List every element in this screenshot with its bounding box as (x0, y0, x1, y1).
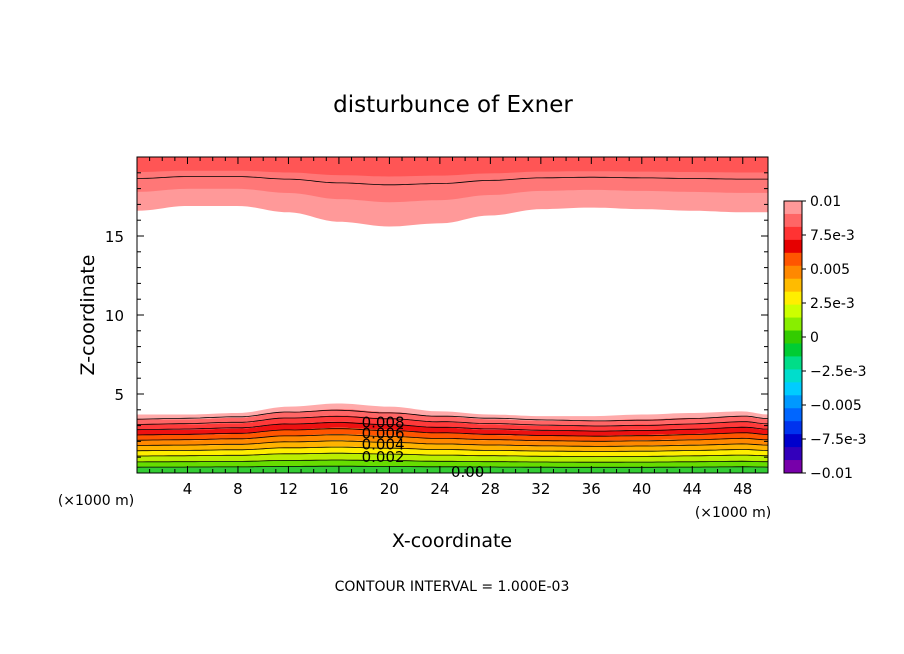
lower-band (137, 459, 768, 468)
x-tick-label: 24 (430, 480, 449, 498)
colorbar: 0.01 7.5e-3 0.005 2.5e-3 0 −2.5e-3 −0.005 −7.5e… (783, 194, 867, 482)
y-axis-label: Z-coordinate (77, 255, 99, 376)
lower-contour-line (136, 446, 769, 452)
lower-contour-line (137, 459, 768, 463)
x-tick-label: 20 (380, 480, 399, 498)
colorbar-swatch (784, 252, 802, 267)
x-tick-label: 40 (632, 480, 651, 498)
contour-label: 0.004 (362, 436, 405, 454)
lower-band (137, 403, 768, 421)
x-tick-label: 8 (233, 480, 243, 498)
x-tick-label: 44 (683, 480, 702, 498)
lower-contour-line (137, 440, 769, 447)
colorbar-swatch (784, 213, 802, 228)
colorbar-swatch (784, 395, 802, 409)
lower-band (137, 434, 768, 447)
colorbar-swatch (784, 330, 802, 344)
colorbar-swatch (784, 382, 802, 396)
colorbar-swatch (784, 226, 802, 241)
upper-band (137, 157, 768, 177)
colorbar-swatch (784, 356, 802, 370)
lower-contour-line (136, 434, 769, 442)
lower-band (137, 421, 768, 436)
colorbar-swatch (784, 239, 802, 254)
contour-label: 0.006 (362, 425, 405, 443)
lower-band (137, 409, 768, 426)
y-tick-label: 15 (105, 228, 124, 246)
lower-contour-line (136, 465, 769, 468)
colorbar-swatch (784, 317, 802, 332)
x-tick-label: 32 (531, 480, 550, 498)
colorbar-label: −0.01 (810, 466, 853, 482)
colorbar-label: 0.005 (810, 262, 850, 278)
colorbar-label: 7.5e-3 (810, 228, 855, 244)
colorbar-swatch (784, 291, 802, 306)
lower-band (137, 440, 768, 452)
colorbar-label: 2.5e-3 (810, 296, 855, 312)
lower-contour-line (136, 409, 769, 422)
lower-contour-line (136, 428, 769, 437)
y-axis-ticks: 5 10 15 (105, 156, 768, 474)
lower-contour-line (136, 415, 769, 427)
lower-contour-line (137, 452, 769, 457)
contour-label: 0.008 (362, 413, 405, 431)
colorbar-label: −2.5e-3 (810, 364, 867, 380)
x-tick-label: 48 (733, 480, 752, 498)
x-tick-label: 12 (279, 480, 298, 498)
lower-band (137, 446, 768, 457)
colorbar-swatch (784, 408, 802, 422)
x-axis-label: X-coordinate (392, 530, 512, 552)
colorbar-label: −0.005 (810, 398, 862, 414)
colorbar-swatch (784, 343, 802, 357)
lower-contour-line (136, 422, 769, 432)
x-axis-ticks: 4 8 12 16 20 24 28 32 36 40 44 48 (136, 157, 769, 498)
colorbar-swatch (784, 278, 802, 293)
x-tick-label: 16 (329, 480, 348, 498)
x-tick-label: 4 (183, 480, 193, 498)
colorbar-swatch (784, 447, 802, 461)
colorbar-label: 0.01 (810, 194, 841, 210)
x-unit-label-left: (×1000 m) (58, 493, 134, 509)
colorbar-swatch (784, 460, 802, 474)
colorbar-swatch (784, 201, 802, 215)
contour-label: 0.00 (451, 463, 484, 481)
x-tick-label: 36 (582, 480, 601, 498)
colorbar-label: −7.5e-3 (810, 432, 867, 448)
colorbar-swatch (784, 369, 802, 383)
x-unit-label-right: (×1000 m) (695, 505, 771, 521)
colorbar-label: 0 (810, 330, 819, 346)
lower-band (137, 452, 768, 463)
contour-label: 0.002 (362, 448, 405, 466)
lower-band (137, 427, 768, 442)
upper-contour-line (136, 176, 768, 186)
y-tick-label: 10 (105, 307, 124, 325)
lower-band (137, 415, 768, 431)
y-tick-label: 5 (114, 386, 124, 404)
contour-interval-note: CONTOUR INTERVAL = 1.000E-03 (335, 579, 570, 595)
chart-title: disturbunce of Exner (333, 92, 573, 118)
colorbar-swatch (784, 434, 802, 448)
colorbar-swatch (784, 265, 802, 280)
colorbar-swatch (784, 304, 802, 319)
x-tick-label: 28 (481, 480, 500, 498)
colorbar-swatch (784, 421, 802, 435)
